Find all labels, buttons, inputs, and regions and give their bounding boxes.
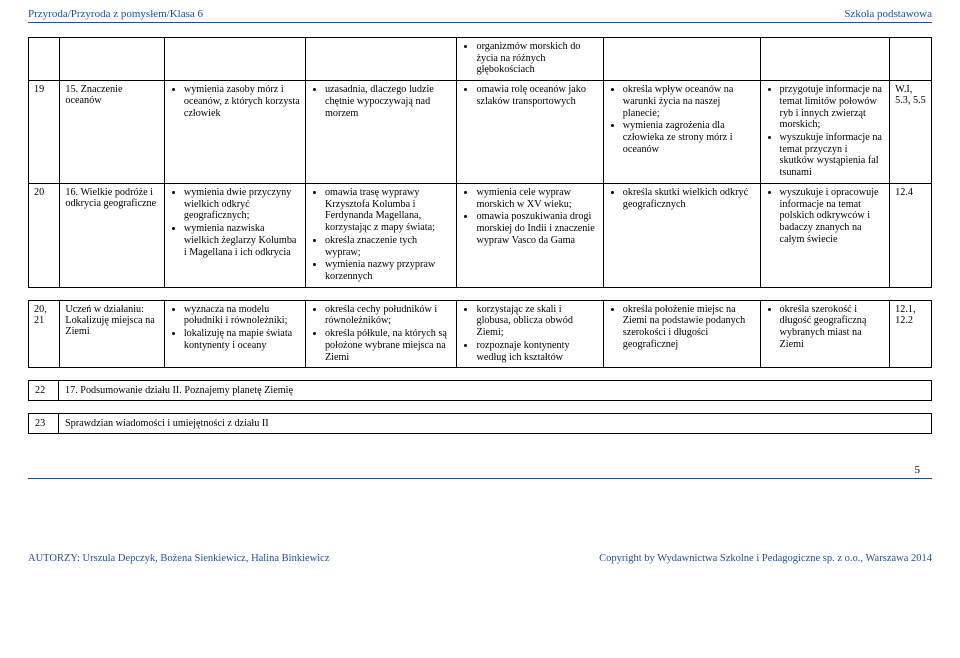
curriculum-table-2: 20, 21 Uczeń w działaniu: Lokalizuję mie… <box>28 300 932 369</box>
curriculum-table-4: 23 Sprawdzian wiadomości i umiejętności … <box>28 413 932 434</box>
header-rule <box>28 22 932 23</box>
cell-code: 12.4 <box>890 183 932 287</box>
row-index: 19 <box>29 81 60 184</box>
cell-text: rozpoznaje kontynenty według ich kształt… <box>476 340 597 363</box>
table-row: 22 17. Podsumowanie działu II. Poznajemy… <box>29 381 932 401</box>
cell-text: określa cechy południków i równoleżników… <box>325 304 452 327</box>
table-row: 19 15. Znaczenie oceanów wymienia zasoby… <box>29 81 932 184</box>
cell-text: uzasadnia, dlaczego ludzie chętnie wypoc… <box>325 84 452 119</box>
cell-text: Sprawdzian wiadomości i umiejętności z d… <box>59 414 932 434</box>
cell-text: wymienia nazwy przypraw korzennych <box>325 259 452 282</box>
table-row: 23 Sprawdzian wiadomości i umiejętności … <box>29 414 932 434</box>
cell-text: określa półkule, na których są położone … <box>325 328 452 363</box>
cell-text: organizmów morskich do życia na różnych … <box>476 41 597 76</box>
cell-text: korzystając ze skali i globusa, oblicza … <box>476 304 597 339</box>
cell-text: lokalizuję na mapie świata kontynenty i … <box>184 328 300 351</box>
header-left: Przyroda/Przyroda z pomysłem/Klasa 6 <box>28 8 203 20</box>
cell-code: W.I, 5.3, 5.5 <box>890 81 932 184</box>
footer-right: Copyright by Wydawnictwa Szkolne i Pedag… <box>599 553 932 564</box>
page-number: 5 <box>28 464 920 476</box>
table-row: 20, 21 Uczeń w działaniu: Lokalizuję mie… <box>29 300 932 368</box>
row-index: 23 <box>29 414 59 434</box>
cell-text: określa położenie miejsc na Ziemi na pod… <box>623 304 755 351</box>
cell-text: określa szerokość i długość geograficzną… <box>780 304 885 351</box>
row-index: 22 <box>29 381 59 401</box>
table-row: 20 16. Wielkie podróże i odkrycia geogra… <box>29 183 932 287</box>
curriculum-table-3: 22 17. Podsumowanie działu II. Poznajemy… <box>28 380 932 401</box>
cell-text: wyznacza na modelu południki i równoleżn… <box>184 304 300 327</box>
row-topic: Uczeń w działaniu: Lokalizuję miejsca na… <box>60 300 165 368</box>
cell-text: wymienia cele wypraw morskich w XV wieku… <box>476 187 597 210</box>
row-index: 20 <box>29 183 60 287</box>
footer-rule <box>28 478 932 479</box>
cell-text: określa skutki wielkich odkryć geografic… <box>623 187 755 210</box>
row-topic: 15. Znaczenie oceanów <box>60 81 165 184</box>
curriculum-table: organizmów morskich do życia na różnych … <box>28 37 932 288</box>
cell-text: określa wpływ oceanów na warunki życia n… <box>623 84 755 119</box>
table-row: organizmów morskich do życia na różnych … <box>29 38 932 81</box>
row-index: 20, 21 <box>29 300 60 368</box>
cell-text: omawia poszukiwania drogi morskiej do In… <box>476 211 597 246</box>
cell-text: wyszukuje informacje na temat przyczyn i… <box>780 132 885 179</box>
footer-left: AUTORZY: Urszula Depczyk, Bożena Sienkie… <box>28 553 330 564</box>
cell-code: 12.1, 12.2 <box>890 300 932 368</box>
cell-text: wymienia nazwiska wielkich żeglarzy Kolu… <box>184 223 300 258</box>
cell-text: wymienia zagrożenia dla człowieka ze str… <box>623 120 755 155</box>
cell-text: wyszukuje i opracowuje informacje na tem… <box>780 187 885 246</box>
header-right: Szkoła podstawowa <box>844 8 932 20</box>
cell-text: wymienia dwie przyczyny wielkich odkryć … <box>184 187 300 222</box>
cell-text: omawia trasę wyprawy Krzysztofa Kolumba … <box>325 187 452 234</box>
cell-text: wymienia zasoby mórz i oceanów, z któryc… <box>184 84 300 119</box>
cell-text: 17. Podsumowanie działu II. Poznajemy pl… <box>59 381 932 401</box>
row-topic: 16. Wielkie podróże i odkrycia geografic… <box>60 183 165 287</box>
cell-text: określa znaczenie tych wypraw; <box>325 235 452 258</box>
cell-text: przygotuje informacje na temat limitów p… <box>780 84 885 131</box>
cell-text: omawia rolę oceanów jako szlaków transpo… <box>476 84 597 107</box>
